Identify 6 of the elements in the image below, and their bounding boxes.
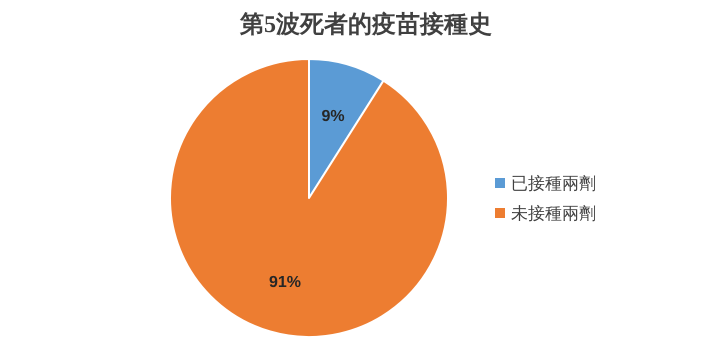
data-label: 91% <box>268 274 301 291</box>
pie-slice <box>169 58 449 338</box>
legend-label: 未接種兩劑 <box>511 204 596 223</box>
data-label: 9% <box>321 108 345 126</box>
chart-title: 第5波死者的疫苗接種史 <box>239 11 492 38</box>
legend-label: 已接種兩劑 <box>511 174 596 193</box>
